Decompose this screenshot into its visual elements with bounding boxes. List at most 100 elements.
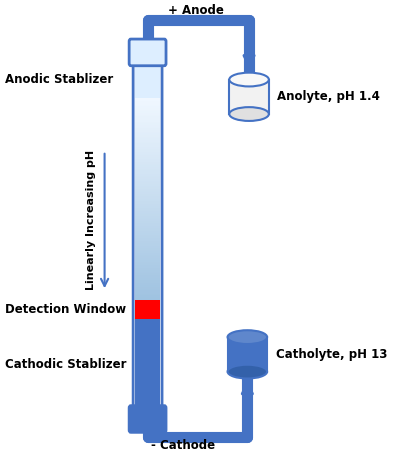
Bar (135, 125, 160, 126)
Bar (135, 216, 160, 218)
Bar (135, 239, 160, 241)
Bar (135, 234, 160, 236)
Bar (135, 164, 160, 166)
Bar (135, 263, 160, 265)
Bar (135, 108, 160, 110)
Bar (135, 135, 160, 137)
Bar (135, 275, 160, 277)
Bar (135, 174, 160, 175)
Bar (135, 233, 160, 234)
Bar (135, 319, 160, 411)
Bar (135, 157, 160, 159)
Text: Detection Window: Detection Window (5, 303, 126, 316)
Text: Cathodic Stablizer: Cathodic Stablizer (5, 358, 126, 371)
Bar (135, 152, 160, 153)
Bar (135, 273, 160, 275)
Bar (135, 160, 160, 162)
Bar (135, 213, 160, 214)
Bar (135, 196, 160, 198)
Bar (135, 132, 160, 133)
Bar (135, 241, 160, 243)
Bar (135, 292, 160, 293)
Ellipse shape (229, 107, 269, 121)
Bar (135, 268, 160, 270)
Bar (135, 236, 160, 238)
Bar (135, 245, 160, 246)
Bar (135, 180, 160, 182)
Bar (135, 121, 160, 123)
Bar (135, 110, 160, 112)
Bar (135, 252, 160, 253)
Text: - Cathode: - Cathode (151, 439, 215, 452)
Bar (135, 100, 160, 101)
Bar (135, 282, 160, 284)
Text: + Anode: + Anode (168, 5, 224, 18)
Bar (135, 288, 160, 290)
Bar (135, 238, 160, 239)
Bar (135, 209, 160, 211)
Bar (135, 285, 160, 287)
Bar (135, 266, 160, 268)
Bar (135, 148, 160, 150)
Bar (135, 139, 160, 140)
Bar (135, 145, 160, 147)
Ellipse shape (229, 73, 269, 86)
Bar (135, 61, 160, 98)
Bar (135, 243, 160, 245)
Bar (135, 118, 160, 120)
Bar (135, 284, 160, 285)
Bar (135, 126, 160, 128)
Bar (135, 199, 160, 201)
Bar (135, 117, 160, 118)
Bar (135, 204, 160, 206)
Bar (135, 140, 160, 142)
Bar (135, 162, 160, 164)
Bar (135, 103, 160, 105)
Bar (135, 295, 160, 297)
Bar (135, 194, 160, 196)
Bar (135, 113, 160, 115)
Bar (135, 186, 160, 187)
Bar (135, 142, 160, 144)
Bar (135, 265, 160, 266)
Bar (135, 258, 160, 260)
Bar (135, 106, 160, 108)
Bar (135, 155, 160, 157)
Bar (135, 250, 160, 252)
Bar (135, 214, 160, 216)
Bar (135, 221, 160, 223)
Bar (135, 98, 160, 100)
Bar (135, 226, 160, 228)
Bar (135, 150, 160, 152)
Bar (135, 201, 160, 202)
Text: Anolyte, pH 1.4: Anolyte, pH 1.4 (278, 90, 380, 103)
Text: Linearly Increasing pH: Linearly Increasing pH (86, 150, 96, 290)
Bar (135, 297, 160, 299)
Bar (135, 257, 160, 258)
Bar (135, 228, 160, 230)
Bar (135, 120, 160, 121)
Bar (135, 193, 160, 194)
Bar (135, 147, 160, 148)
Bar (229, 80, 269, 114)
Bar (135, 246, 160, 248)
Bar (135, 191, 160, 193)
Bar (135, 115, 160, 117)
Bar (135, 177, 160, 179)
Bar (135, 137, 160, 139)
FancyBboxPatch shape (129, 39, 166, 66)
Bar (135, 223, 160, 225)
Bar (135, 300, 160, 319)
Bar (135, 171, 160, 172)
Bar (135, 202, 160, 204)
Ellipse shape (228, 365, 267, 379)
Bar (135, 211, 160, 213)
Bar (135, 253, 160, 255)
Bar (135, 270, 160, 272)
Bar (135, 218, 160, 219)
Bar (135, 248, 160, 250)
Bar (135, 207, 160, 209)
Bar (135, 184, 160, 186)
Bar (135, 182, 160, 184)
Bar (135, 225, 160, 226)
